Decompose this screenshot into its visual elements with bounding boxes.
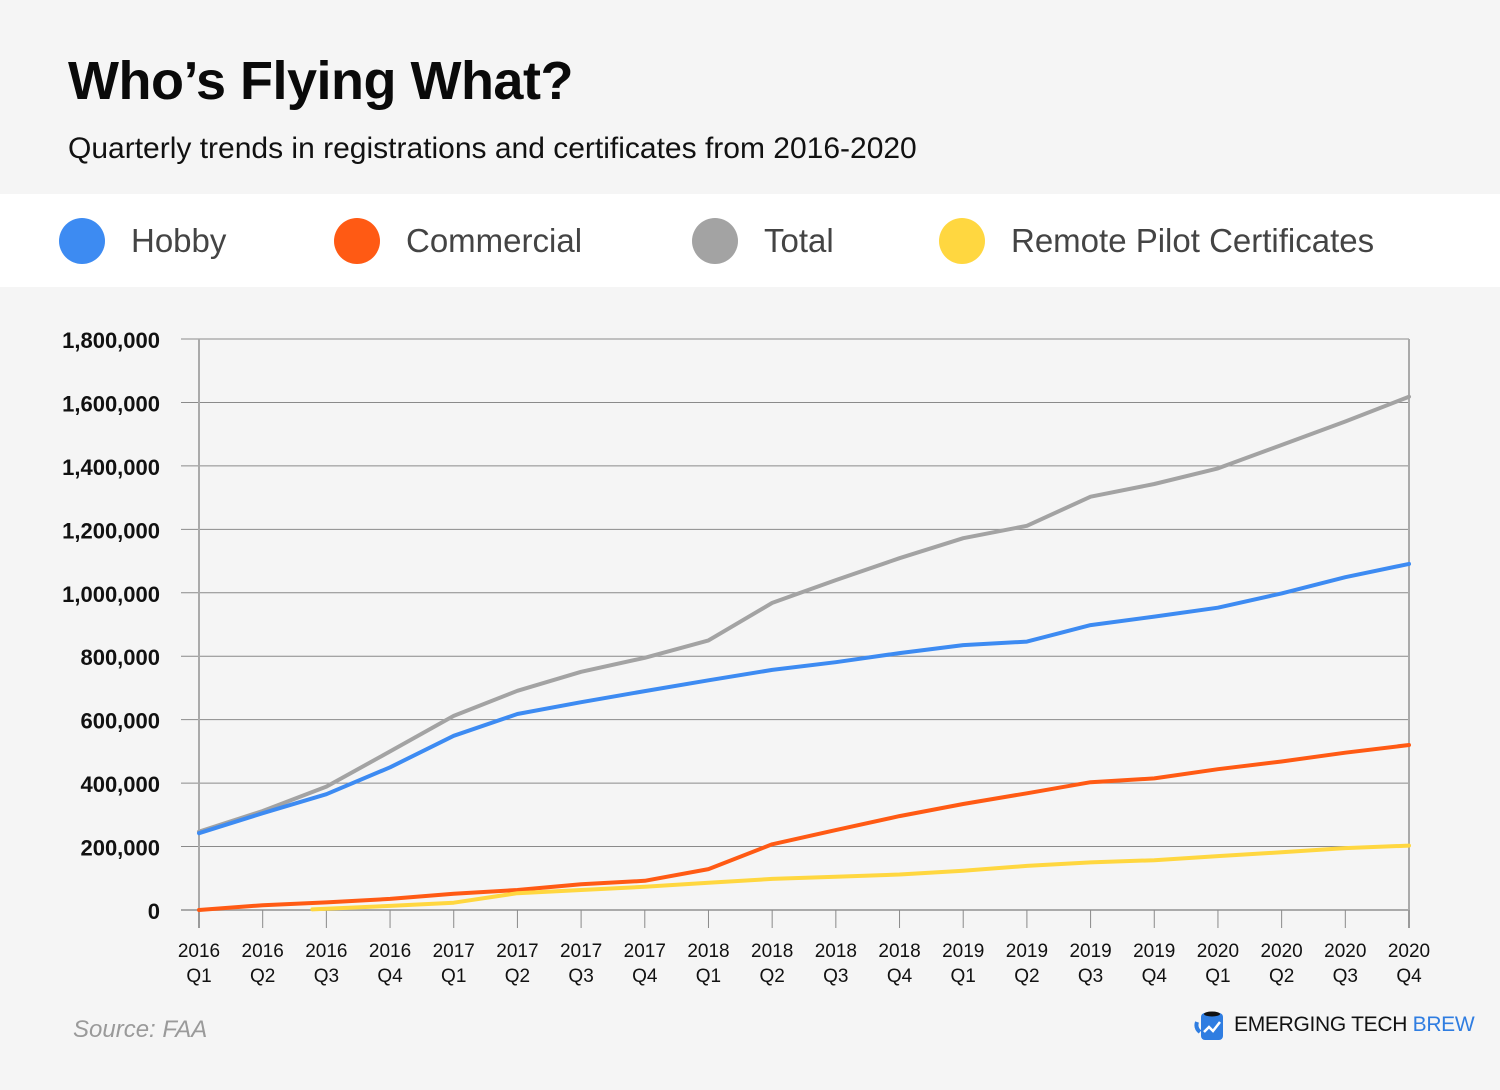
- brand-logo: EMERGING TECH BREW: [1194, 1008, 1475, 1042]
- x-tick-label-quarter: Q4: [1396, 966, 1422, 987]
- x-tick-label-quarter: Q1: [441, 966, 466, 987]
- x-tick-label-year: 2019: [942, 941, 984, 962]
- legend-label-remote-pilot: Remote Pilot Certificates: [1011, 221, 1375, 259]
- x-tick-label-year: 2017: [560, 941, 602, 962]
- y-tick-label: 800,000: [80, 645, 160, 670]
- legend-label-total: Total: [764, 221, 834, 259]
- series-line-remote-pilot-certificates: [310, 843, 1411, 912]
- series-line-commercial: [197, 743, 1411, 912]
- legend-item-commercial: Commercial: [334, 194, 582, 287]
- x-tick-label-quarter: Q3: [1078, 966, 1103, 987]
- x-tick-label-quarter: Q1: [696, 966, 721, 987]
- legend-swatch-hobby: [59, 217, 105, 264]
- x-tick-label-year: 2020: [1324, 941, 1366, 962]
- x-tick-label-year: 2016: [305, 941, 347, 962]
- x-tick-label-year: 2016: [242, 941, 284, 962]
- x-tick-label-year: 2018: [687, 941, 729, 962]
- legend: Hobby Commercial Total Remote Pilot Cert…: [0, 194, 1500, 287]
- y-tick-label: 600,000: [80, 709, 160, 734]
- y-tick-label: 1,200,000: [62, 518, 160, 543]
- y-tick-label: 1,000,000: [62, 582, 160, 607]
- legend-swatch-commercial: [334, 217, 380, 264]
- legend-swatch-remote-pilot: [939, 217, 985, 264]
- series-lines: [197, 394, 1411, 912]
- brand-name: EMERGING TECH BREW: [1234, 1013, 1475, 1037]
- series-line-total: [197, 394, 1411, 834]
- source-note: Source: FAA: [73, 1016, 208, 1043]
- x-tick-label-year: 2017: [433, 941, 475, 962]
- x-tick-label-quarter: Q2: [1014, 966, 1039, 987]
- series-line-hobby: [197, 561, 1411, 836]
- y-tick-label: 1,600,000: [62, 391, 160, 416]
- legend-item-hobby: Hobby: [59, 194, 226, 287]
- x-tick-label-quarter: Q3: [823, 966, 848, 987]
- x-tick-label-year: 2016: [178, 941, 220, 962]
- y-axis: 0 200,000 400,000 600,000 800,000 1,000,000 1,…: [62, 328, 160, 924]
- x-tick-label-year: 2019: [1006, 941, 1048, 962]
- x-tick-label-year: 2020: [1260, 941, 1302, 962]
- brand-name-main: EMERGING TECH: [1234, 1013, 1413, 1036]
- x-tick-label-quarter: Q2: [250, 966, 275, 987]
- x-tick-label-year: 2020: [1197, 941, 1239, 962]
- y-tick-label: 0: [148, 899, 160, 924]
- x-tick-label-quarter: Q3: [1333, 966, 1358, 987]
- y-tick-label: 1,400,000: [62, 455, 160, 480]
- x-tick-label-year: 2017: [624, 941, 666, 962]
- x-tick-label-quarter: Q2: [1269, 966, 1294, 987]
- x-tick-label-quarter: Q2: [505, 966, 530, 987]
- x-tick-label-year: 2017: [496, 941, 538, 962]
- x-tick-label-year: 2018: [751, 941, 793, 962]
- chart-title: Who’s Flying What?: [68, 51, 573, 111]
- legend-item-remote-pilot: Remote Pilot Certificates: [939, 194, 1374, 287]
- x-tick-label-quarter: Q4: [632, 966, 658, 987]
- x-tick-label-year: 2016: [369, 941, 411, 962]
- x-tick-label-year: 2019: [1133, 941, 1175, 962]
- x-tick-label-quarter: Q3: [314, 966, 339, 987]
- x-tick-label-quarter: Q3: [568, 966, 593, 987]
- x-tick-label-year: 2018: [878, 941, 920, 962]
- x-tick-label-year: 2019: [1069, 941, 1111, 962]
- brand-name-accent: BREW: [1412, 1013, 1475, 1036]
- x-tick-label-quarter: Q1: [951, 966, 976, 987]
- y-tick-label: 400,000: [80, 772, 160, 797]
- x-tick-label-quarter: Q4: [377, 966, 403, 987]
- x-tick-label-quarter: Q4: [1142, 966, 1168, 987]
- y-tick-label: 1,800,000: [62, 328, 160, 353]
- x-axis: 2016 Q1 2016 Q2 2016 Q3 2016 Q4 2017 Q1 2017 Q2 2017…: [178, 910, 1430, 987]
- x-tick-label-quarter: Q1: [186, 966, 211, 987]
- legend-label-commercial: Commercial: [406, 221, 583, 259]
- legend-label-hobby: Hobby: [131, 221, 227, 259]
- line-chart: 0 200,000 400,000 600,000 800,000 1,000,000 1,…: [62, 328, 1430, 987]
- x-tick-label-quarter: Q4: [887, 966, 913, 987]
- mug-chart-icon: [1194, 1011, 1223, 1040]
- chart-subtitle: Quarterly trends in registrations and ce…: [68, 132, 917, 165]
- x-tick-label-year: 2020: [1388, 941, 1430, 962]
- legend-swatch-total: [692, 217, 738, 264]
- x-tick-label-quarter: Q2: [759, 966, 784, 987]
- legend-item-total: Total: [692, 194, 834, 287]
- y-tick-label: 200,000: [80, 836, 160, 861]
- x-tick-label-year: 2018: [815, 941, 857, 962]
- x-tick-label-quarter: Q1: [1205, 966, 1230, 987]
